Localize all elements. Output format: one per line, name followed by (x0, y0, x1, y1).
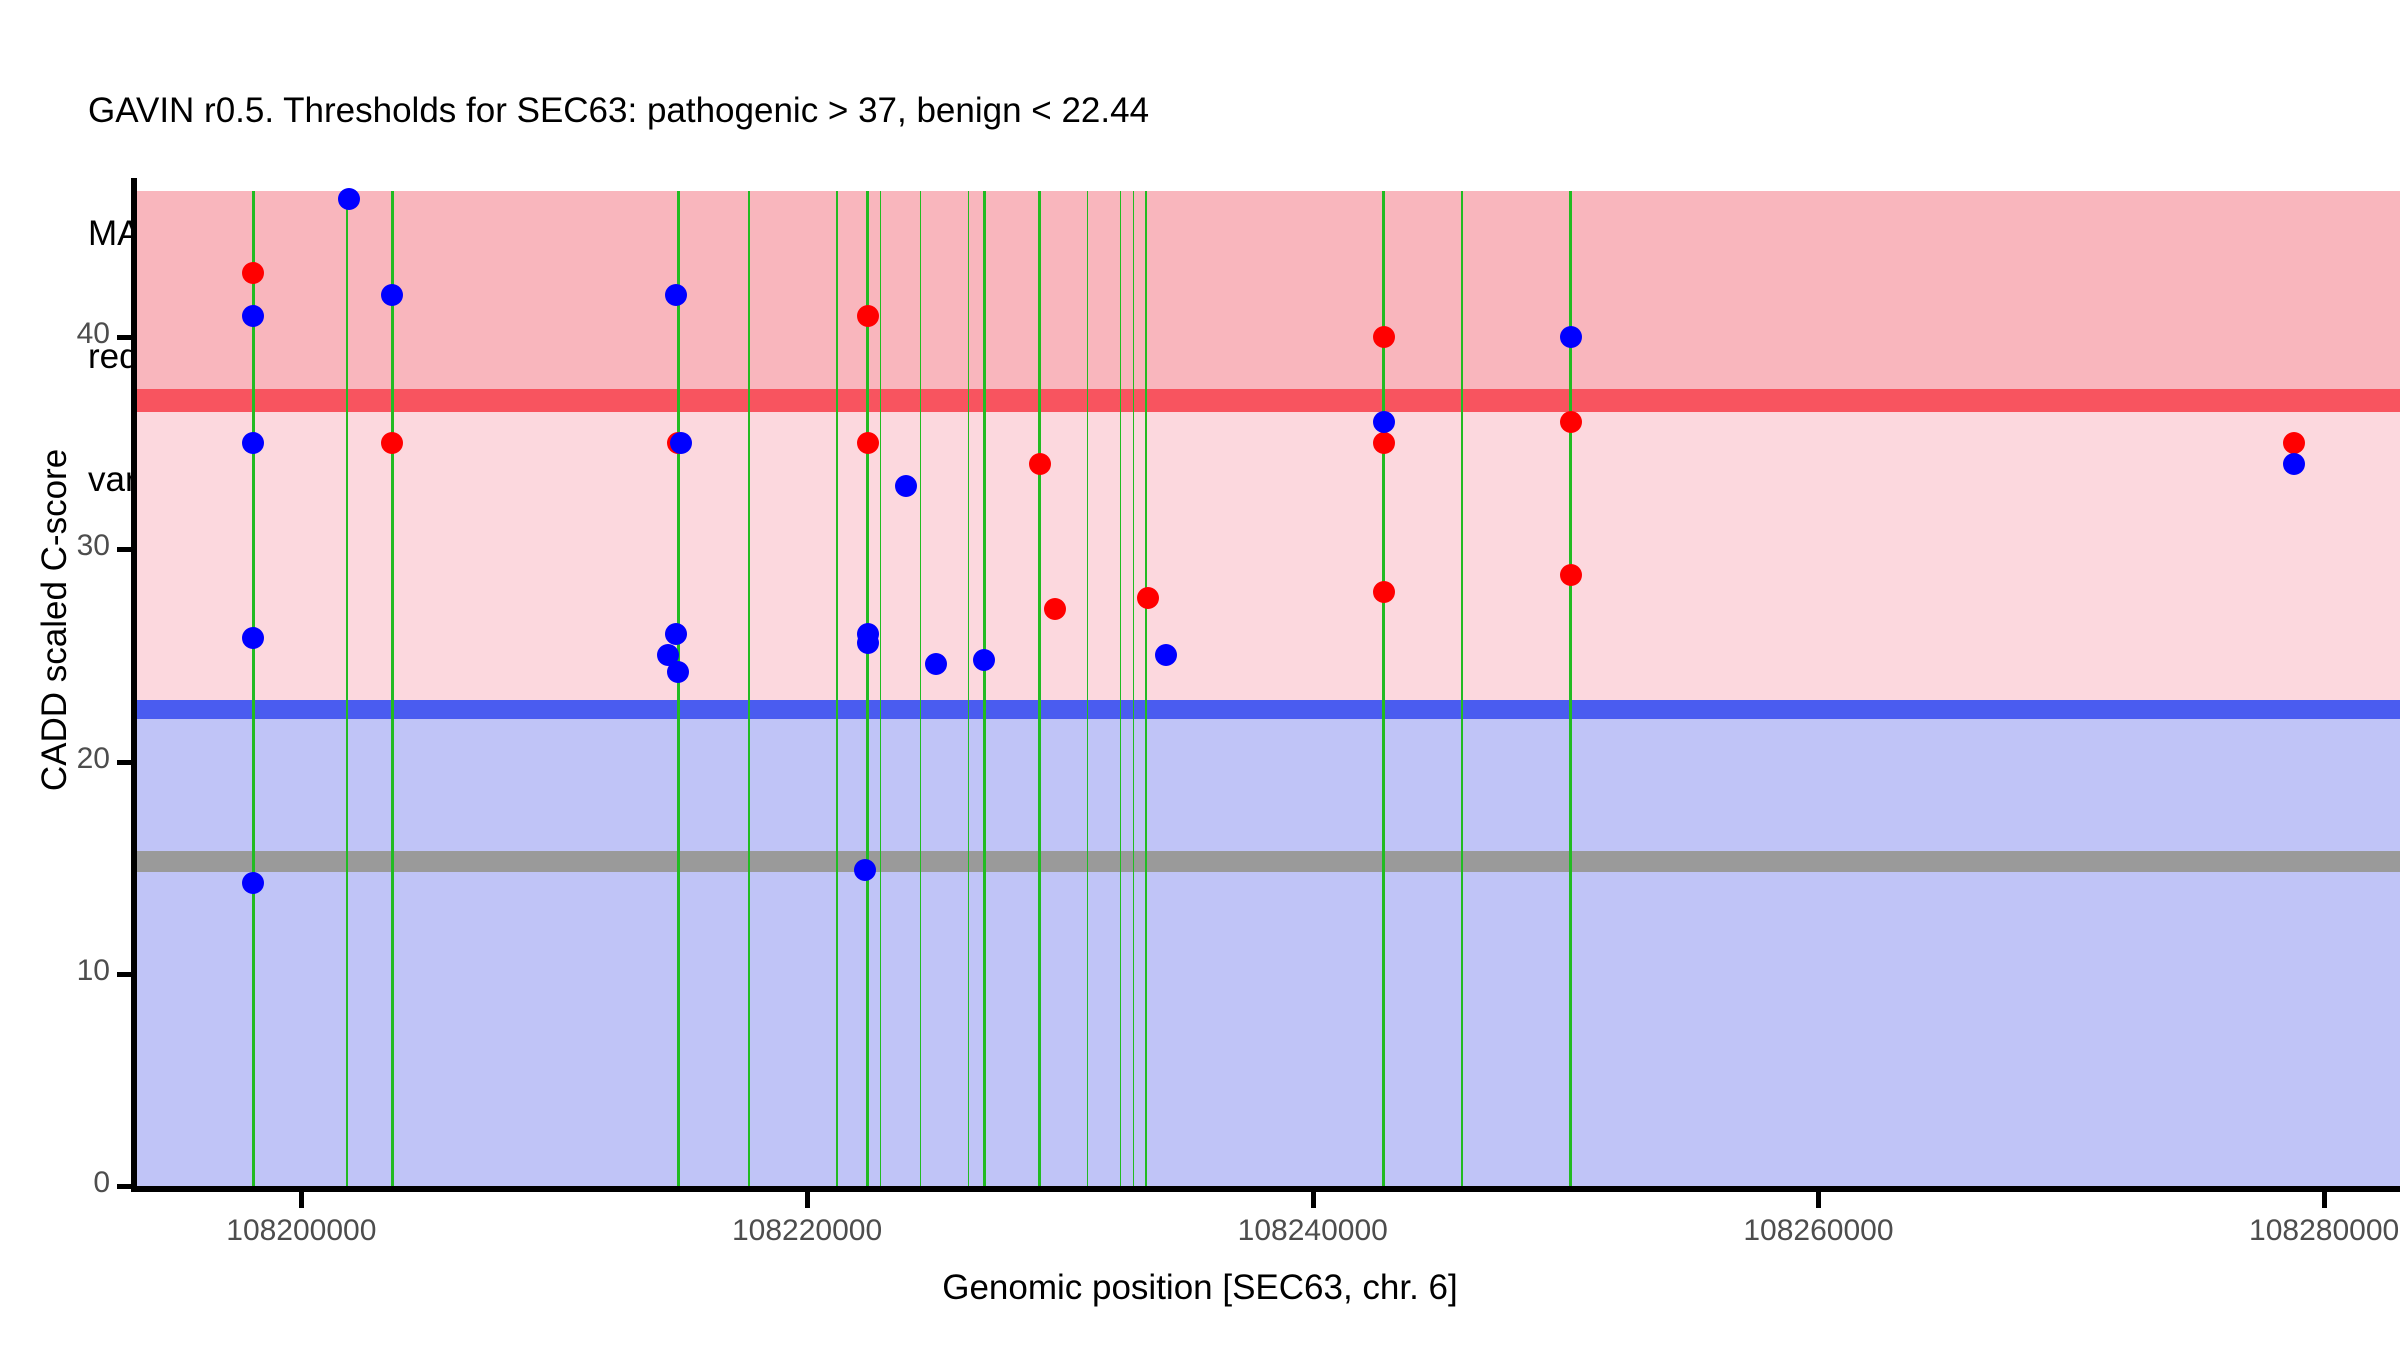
exon-line (1460, 190, 1463, 1186)
exon-line (920, 190, 922, 1186)
gnomad-variant-point (1155, 644, 1178, 667)
pathogenic-threshold-line (137, 389, 2400, 413)
exon-line (747, 190, 750, 1186)
pathogenic-variant-point (381, 432, 404, 455)
gnomad-variant-point (856, 631, 879, 654)
gnomad-variant-point (338, 188, 361, 211)
pathogenic-variant-point (1137, 587, 1160, 610)
y-axis-title: CADD scaled C-score (35, 448, 74, 792)
y-axis-tick-label: 40 (76, 317, 110, 351)
gnomad-variant-point (1372, 411, 1395, 434)
y-axis-tick (117, 971, 131, 977)
exon-line (1132, 190, 1134, 1186)
gnomad-variant-point (381, 283, 404, 306)
gnomad-variant-point (656, 644, 679, 667)
y-axis-tick-label: 10 (76, 953, 110, 987)
exon-line (345, 190, 348, 1186)
y-axis-tick-label: 0 (93, 1166, 110, 1199)
pathogenic-variant-point (856, 432, 879, 455)
exon-line (982, 190, 986, 1186)
exon-line (879, 190, 881, 1186)
band-benign-lower (137, 709, 2400, 1186)
gnomad-variant-point (925, 652, 947, 675)
exon-line (1038, 190, 1042, 1186)
fallback-threshold-line (137, 850, 2400, 872)
gnomad-variant-point (894, 474, 917, 497)
pathogenic-variant-point (242, 262, 265, 285)
x-axis-tick-label: 108220000 (731, 1214, 883, 1247)
gnomad-variant-point (1559, 326, 1582, 349)
exon-line (968, 190, 970, 1186)
pathogenic-variant-point (1372, 326, 1395, 349)
x-axis-tick (299, 1192, 305, 1208)
title-line-1: GAVIN r0.5. Thresholds for SEC63: pathog… (88, 91, 1150, 130)
plot-area (137, 178, 2400, 1186)
gnomad-variant-point (973, 648, 996, 671)
gnomad-variant-point (242, 627, 265, 650)
x-axis-tick-label: 108280000 (2249, 1214, 2400, 1247)
gnomad-variant-point (242, 432, 265, 455)
y-axis-tick (117, 335, 131, 341)
exon-line (251, 190, 255, 1186)
y-axis-tick (117, 547, 131, 553)
exon-line (836, 190, 839, 1186)
gnomad-variant-point (664, 283, 687, 306)
gnomad-variant-point (854, 858, 877, 881)
exon-line (1569, 190, 1573, 1186)
x-axis-tick (805, 1192, 811, 1208)
gnomad-variant-point (2282, 453, 2305, 476)
gnomad-variant-point (664, 623, 687, 646)
pathogenic-variant-point (1372, 580, 1395, 603)
pathogenic-variant-point (1372, 432, 1395, 455)
x-axis-tick-label: 108240000 (1237, 1214, 1388, 1247)
x-axis-tick-label: 108260000 (1743, 1214, 1894, 1247)
band-vous-pink (137, 400, 2400, 710)
pathogenic-variant-point (856, 304, 879, 327)
exon-line (1144, 190, 1147, 1186)
x-axis-line (131, 1186, 2400, 1192)
exon-line (1382, 190, 1386, 1186)
gnomad-variant-point (667, 661, 690, 684)
y-axis-tick-label: 30 (76, 529, 110, 563)
band-pathogenic-upper (137, 190, 2400, 401)
x-axis-tick (1816, 1192, 1822, 1208)
gnomad-variant-point (242, 871, 265, 894)
y-axis-tick (117, 1184, 131, 1189)
y-axis-line (131, 178, 137, 1186)
plot-panel (137, 178, 2400, 1186)
exon-line (1120, 190, 1122, 1186)
pathogenic-variant-point (1559, 411, 1582, 434)
pathogenic-variant-point (2282, 432, 2305, 455)
x-axis-tick-label: 108200000 (226, 1214, 377, 1247)
exon-line (390, 190, 394, 1186)
pathogenic-variant-point (1559, 563, 1582, 586)
exon-line (1087, 190, 1089, 1186)
pathogenic-variant-point (1043, 597, 1066, 620)
gnomad-variant-point (242, 304, 265, 327)
x-axis-tick (2322, 1192, 2328, 1208)
benign-threshold-line (137, 700, 2400, 720)
pathogenic-variant-point (1028, 453, 1051, 476)
x-axis-title: Genomic position [SEC63, chr. 6] (942, 1268, 1458, 1307)
y-axis-tick (117, 759, 131, 765)
exon-line (676, 190, 680, 1186)
x-axis-tick (1310, 1192, 1316, 1208)
y-axis-tick-label: 20 (76, 741, 110, 775)
exon-line (866, 190, 870, 1186)
gnomad-variant-point (669, 432, 692, 455)
